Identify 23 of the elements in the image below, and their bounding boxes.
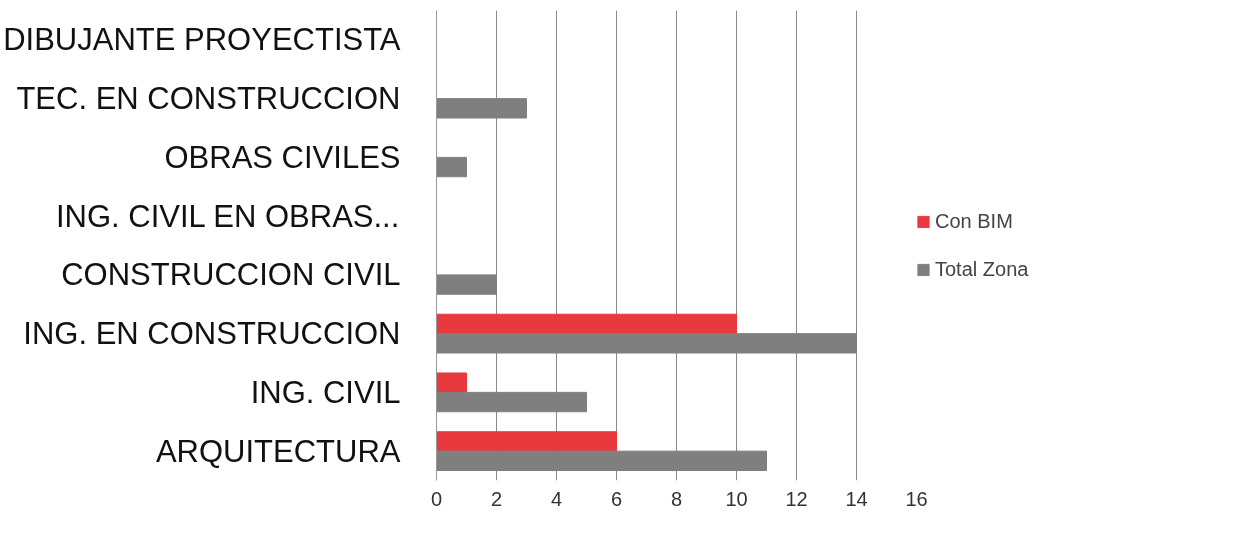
legend-label: Total Zona — [935, 257, 1029, 281]
x-tick-label: 8 — [670, 487, 683, 510]
y-tick-label: OBRAS CIVILES — [164, 139, 401, 175]
x-tick-label: 14 — [845, 487, 868, 510]
x-tick-label: 16 — [905, 487, 928, 510]
bar — [436, 372, 467, 393]
x-tick-label: 4 — [550, 487, 563, 510]
y-tick-label: ING. CIVIL EN OBRAS... — [55, 198, 400, 234]
x-tick-label: 6 — [610, 487, 623, 510]
x-tick-label: 12 — [785, 487, 808, 510]
y-tick-label: ARQUITECTURA — [155, 433, 401, 469]
bar — [436, 313, 737, 335]
legend-label: Con BIM — [935, 209, 1013, 233]
x-tick-label: 2 — [490, 487, 503, 510]
y-tick-label: DIBUJANTE PROYECTISTA — [3, 22, 401, 58]
y-tick-label: ING. EN CONSTRUCCION — [23, 316, 401, 352]
y-tick-label: TEC. EN CONSTRUCCION — [16, 81, 401, 117]
x-tick-label: 0 — [430, 487, 443, 510]
y-tick-label: ING. CIVIL — [250, 374, 401, 410]
bar — [436, 431, 617, 452]
bar — [436, 156, 467, 178]
y-tick-label: CONSTRUCCION CIVIL — [61, 257, 401, 293]
x-tick-label: 10 — [725, 487, 748, 510]
